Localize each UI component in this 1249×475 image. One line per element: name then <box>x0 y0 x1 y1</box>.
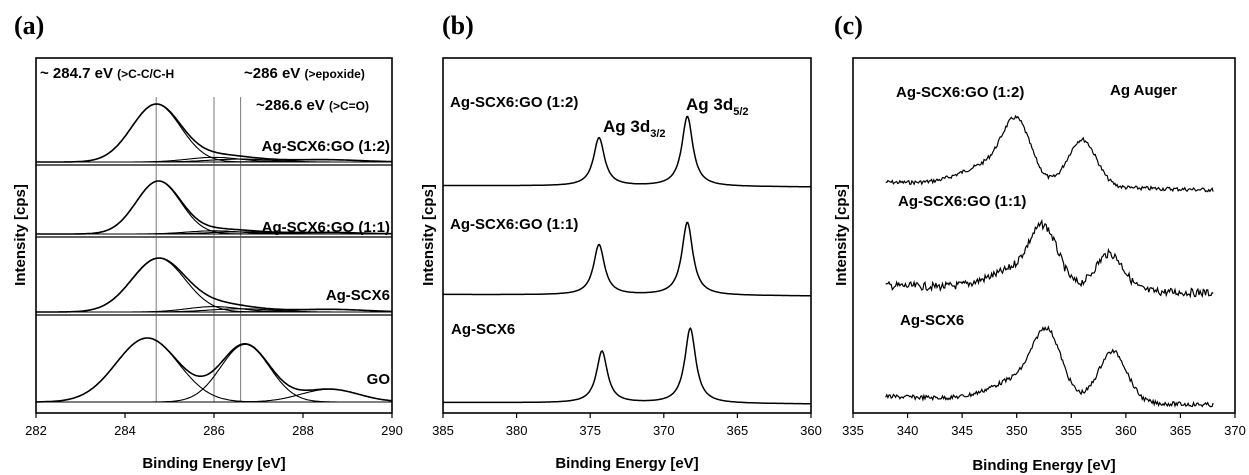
auger-spectrum-line <box>885 325 1214 408</box>
envelope-curve <box>36 180 392 235</box>
envelope-curve <box>36 103 392 163</box>
series-label-b-1-2: Ag-SCX6:GO (1:2) <box>450 94 578 111</box>
x-tick-label: 380 <box>506 423 528 438</box>
plot-frame-c <box>852 57 1236 414</box>
x-tick-label: 385 <box>432 423 454 438</box>
annotation-284-7: ~ 284.7 eV (>C-C/C-H <box>40 65 174 82</box>
peak-label-3d32: Ag 3d3/2 <box>603 117 666 140</box>
x-tick-label: 350 <box>1006 423 1028 438</box>
series-label-a-scx6: Ag-SCX6 <box>326 287 390 304</box>
x-tick-label: 288 <box>292 423 314 438</box>
y-axis-label-b: Intensity [cps] <box>420 184 437 286</box>
spectrum-line <box>443 327 811 405</box>
annotation-286-6: ~286.6 eV (>C=O) <box>256 97 369 114</box>
spectrum-line <box>443 221 811 297</box>
annotation-284-7-small: (>C-C/C-H <box>117 67 174 81</box>
annotation-286-6-small: (>C=O) <box>329 99 369 113</box>
x-tick-label: 360 <box>800 423 822 438</box>
x-tick-label: 370 <box>653 423 675 438</box>
x-tick-label: 355 <box>1060 423 1082 438</box>
panel-label-c: (c) <box>834 11 863 40</box>
x-tick-label: 360 <box>1115 423 1137 438</box>
peak-label-3d52: Ag 3d5/2 <box>686 95 749 118</box>
panel-label-a: (a) <box>14 11 44 40</box>
x-axis-label-c: Binding Energy [eV] <box>972 457 1115 474</box>
annotation-286-main: ~286 eV <box>244 65 304 82</box>
x-tick-label: 335 <box>842 423 864 438</box>
series-label-c-scx6: Ag-SCX6 <box>900 312 964 329</box>
series-label-c-1-2: Ag-SCX6:GO (1:2) <box>896 84 1024 101</box>
envelope-curve <box>36 337 393 403</box>
peak-label-3d32-sub: 3/2 <box>650 128 665 140</box>
auger-spectrum-line <box>885 218 1214 299</box>
x-tick-label: 282 <box>25 423 47 438</box>
panel-label-b: (b) <box>442 11 474 40</box>
plot-frame-b <box>442 57 812 414</box>
annotation-286: ~286 eV (>epoxide) <box>244 65 365 82</box>
chart-marks: 282 284 286 288 290 385 380 375 370 365 360 335 340 3… <box>25 97 1246 438</box>
x-tick-label: 345 <box>951 423 973 438</box>
y-axis-label-c: Intensity [cps] <box>833 184 850 286</box>
auger-label: Ag Auger <box>1110 82 1177 99</box>
annotation-284-7-main: ~ 284.7 eV <box>40 65 117 82</box>
annotation-286-6-main: ~286.6 eV <box>256 97 329 114</box>
x-tick-label: 365 <box>1170 423 1192 438</box>
auger-spectrum-line <box>885 114 1214 193</box>
x-axis-label-a: Binding Energy [eV] <box>142 455 285 472</box>
spectrum-line <box>443 115 812 188</box>
x-tick-label: 286 <box>203 423 225 438</box>
x-tick-label: 290 <box>381 423 403 438</box>
series-label-a-1-2: Ag-SCX6:GO (1:2) <box>262 138 390 155</box>
x-tick-label: 375 <box>579 423 601 438</box>
peak-label-3d52-main: Ag 3d <box>686 95 733 114</box>
annotation-286-small: (>epoxide) <box>304 67 364 81</box>
x-axis-label-b: Binding Energy [eV] <box>555 455 698 472</box>
series-label-b-1-1: Ag-SCX6:GO (1:1) <box>450 216 578 233</box>
peak-label-3d32-main: Ag 3d <box>603 117 650 136</box>
peak-label-3d52-sub: 5/2 <box>733 106 748 118</box>
x-tick-label: 284 <box>114 423 136 438</box>
series-label-c-1-1: Ag-SCX6:GO (1:1) <box>898 193 1026 210</box>
series-label-b-scx6: Ag-SCX6 <box>451 321 515 338</box>
x-tick-label: 340 <box>897 423 919 438</box>
series-label-a-go: GO <box>367 371 391 388</box>
x-tick-label: 365 <box>727 423 749 438</box>
envelope-curve <box>36 257 392 313</box>
y-axis-label-a: Intensity [cps] <box>12 184 29 286</box>
x-tick-label: 370 <box>1224 423 1246 438</box>
